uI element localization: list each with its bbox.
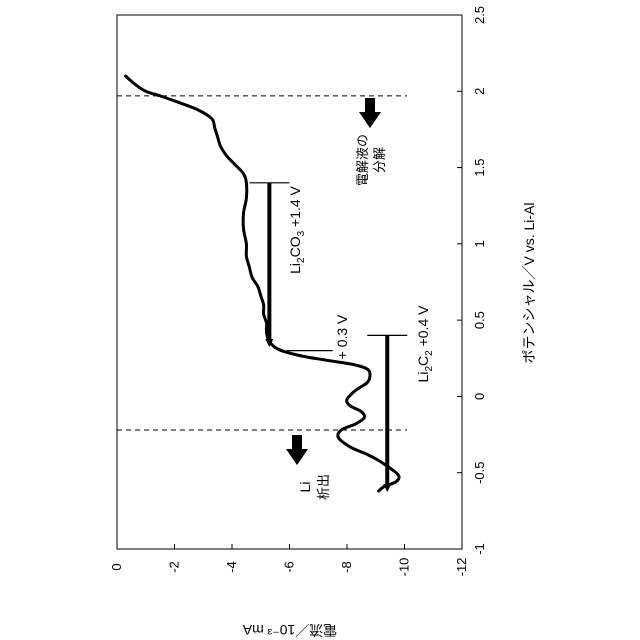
y-tick-label: -12 (454, 558, 469, 577)
li-label-1: Li (297, 482, 313, 493)
marker-bars (249, 183, 407, 492)
li-label-2: 析出 (316, 474, 331, 500)
x-axis-label: ポテンシャル／V vs. Li-Al (521, 202, 537, 363)
x-tick-label: 1 (472, 240, 487, 247)
y-axis-label: 電流／10⁻³ mA (242, 622, 337, 638)
down-arrow-icon (359, 98, 381, 128)
li2co3-label: Li2CO3 +1.4 V (287, 185, 307, 273)
y-tick-label: -8 (339, 561, 354, 573)
y-tick-label: -4 (224, 561, 239, 573)
x-tick-label: -0.5 (472, 462, 487, 484)
x-tick-label: 2.5 (472, 6, 487, 24)
x-tick-label: -1 (472, 543, 487, 555)
x-tick-label: 2 (472, 88, 487, 95)
x-tick-label: 0 (472, 393, 487, 400)
y-tick-label: 0 (109, 563, 124, 570)
down-arrow-icon (286, 435, 308, 465)
li2c2-label: Li2C2 +0.4 V (415, 305, 435, 383)
x-tick-label: 0.5 (472, 311, 487, 329)
v03-label: + 0.3 V (334, 314, 350, 359)
electrolyte-label-1: 電解液の (355, 134, 370, 186)
y-tick-label: -10 (397, 558, 412, 577)
plot-frame (117, 15, 462, 549)
electrolyte-label-2: 分解 (372, 147, 387, 173)
y-tick-label: -2 (167, 561, 182, 573)
x-tick-label: 1.5 (472, 159, 487, 177)
y-tick-label: -6 (282, 561, 297, 573)
